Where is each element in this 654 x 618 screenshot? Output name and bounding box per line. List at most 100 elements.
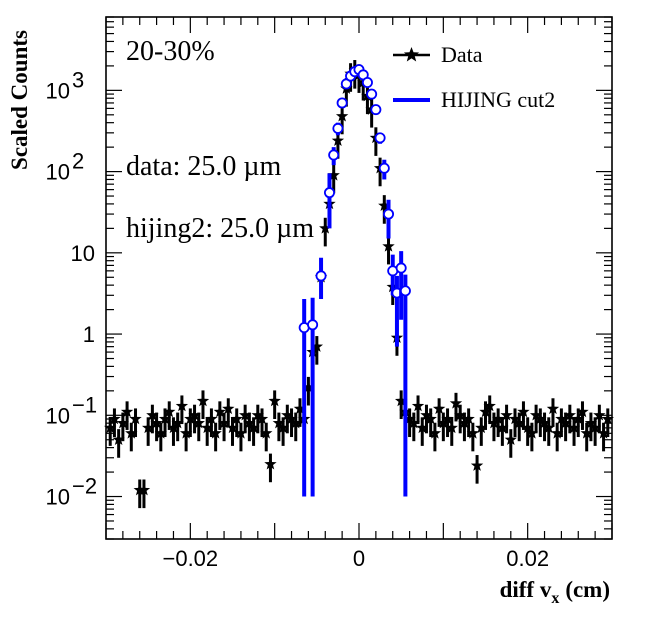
data-point [125,426,138,439]
data-point [420,408,433,421]
y-tick-label: 1 [83,322,95,347]
data-point [441,412,454,425]
hijing-point [395,262,407,274]
data-point [260,426,273,439]
data-point [129,412,142,425]
data-point [327,168,340,181]
hijing-point [315,270,327,282]
data-point [150,416,163,429]
x-tick-label: 0.02 [506,546,549,571]
data-point [238,408,252,421]
data-point [171,416,184,429]
data-point [116,416,130,429]
data-point [487,416,501,429]
data-point [445,421,458,434]
data-point [588,421,602,434]
data-point [394,394,408,407]
data-point [108,412,121,425]
data-point [542,421,555,434]
data-point [449,396,463,409]
data-point [217,416,231,429]
x-axis-title-subscript: x [551,590,559,607]
data-point [475,421,488,434]
x-axis-title: diff vx (cm) [500,577,610,607]
data-point [154,426,167,439]
data-point [158,412,172,425]
data-point [335,109,349,122]
hijing-point [374,132,386,144]
x-axis-title-unit: (cm) [565,577,610,602]
data-point [205,412,218,425]
y-tick-label: 10 [46,78,70,103]
data-point [104,421,117,434]
hijing-point [307,319,319,331]
legend-hijing-label: HIJING cut2 [441,87,555,112]
data-point [508,412,522,425]
y-axis-title: Scaled Counts [7,30,32,170]
hijing-resolution-label: hijing2: 25.0 µm [126,213,314,244]
data-point [319,221,332,234]
data-point [302,380,315,393]
data-point [580,426,593,439]
data-series [104,60,614,509]
data-point [243,416,256,429]
data-point [559,416,572,429]
data-point [496,421,509,434]
y-tick-label-exponent: 2 [72,149,84,174]
data-point [597,426,610,439]
hijing-point [383,208,395,220]
data-point [416,421,429,434]
data-point [491,412,505,425]
data-point [378,199,391,211]
data-point [424,412,437,425]
data-point [403,412,416,425]
data-point [432,402,446,415]
data-point [213,405,227,418]
data-point [310,340,324,352]
data-point [120,405,134,418]
data-point [272,416,286,429]
data-point [479,405,492,418]
data-point [201,421,214,434]
data-point [382,239,395,252]
data-point [546,402,560,415]
data-point [458,416,471,429]
legend: Data HIJING cut2 [393,42,555,112]
data-point [163,405,176,418]
data-point [293,402,307,415]
data-point [584,416,598,429]
data-point [462,412,475,425]
data-point [525,426,539,439]
hijing-point [370,104,382,116]
legend-data-label: Data [441,42,483,67]
data-point [230,412,243,425]
data-point [601,412,614,425]
hijing-point [361,76,373,88]
hijing-point [332,122,344,134]
hijing-cut2-series [298,64,411,497]
data-point [264,457,277,470]
data-point [276,421,290,434]
data-point [504,433,517,445]
data-point [567,421,581,434]
data-point [289,416,302,429]
data-point [226,421,239,434]
data-point [437,416,450,429]
x-axis-title-main: diff v [500,577,552,602]
data-point [167,421,180,434]
data-point [175,399,189,412]
data-point [411,399,425,412]
y-tick-label-exponent: 3 [72,67,84,92]
hijing-point [328,149,340,161]
y-tick-label: 10 [46,403,70,428]
data-point [247,421,260,434]
data-point [112,433,125,445]
hijing-point [366,88,378,100]
data-resolution-label: data: 25.0 µm [126,151,282,182]
data-point [563,408,577,421]
data-point [222,402,235,415]
data-point [179,426,193,439]
data-point [146,408,159,421]
data-point [196,394,210,407]
data-point [137,483,151,496]
